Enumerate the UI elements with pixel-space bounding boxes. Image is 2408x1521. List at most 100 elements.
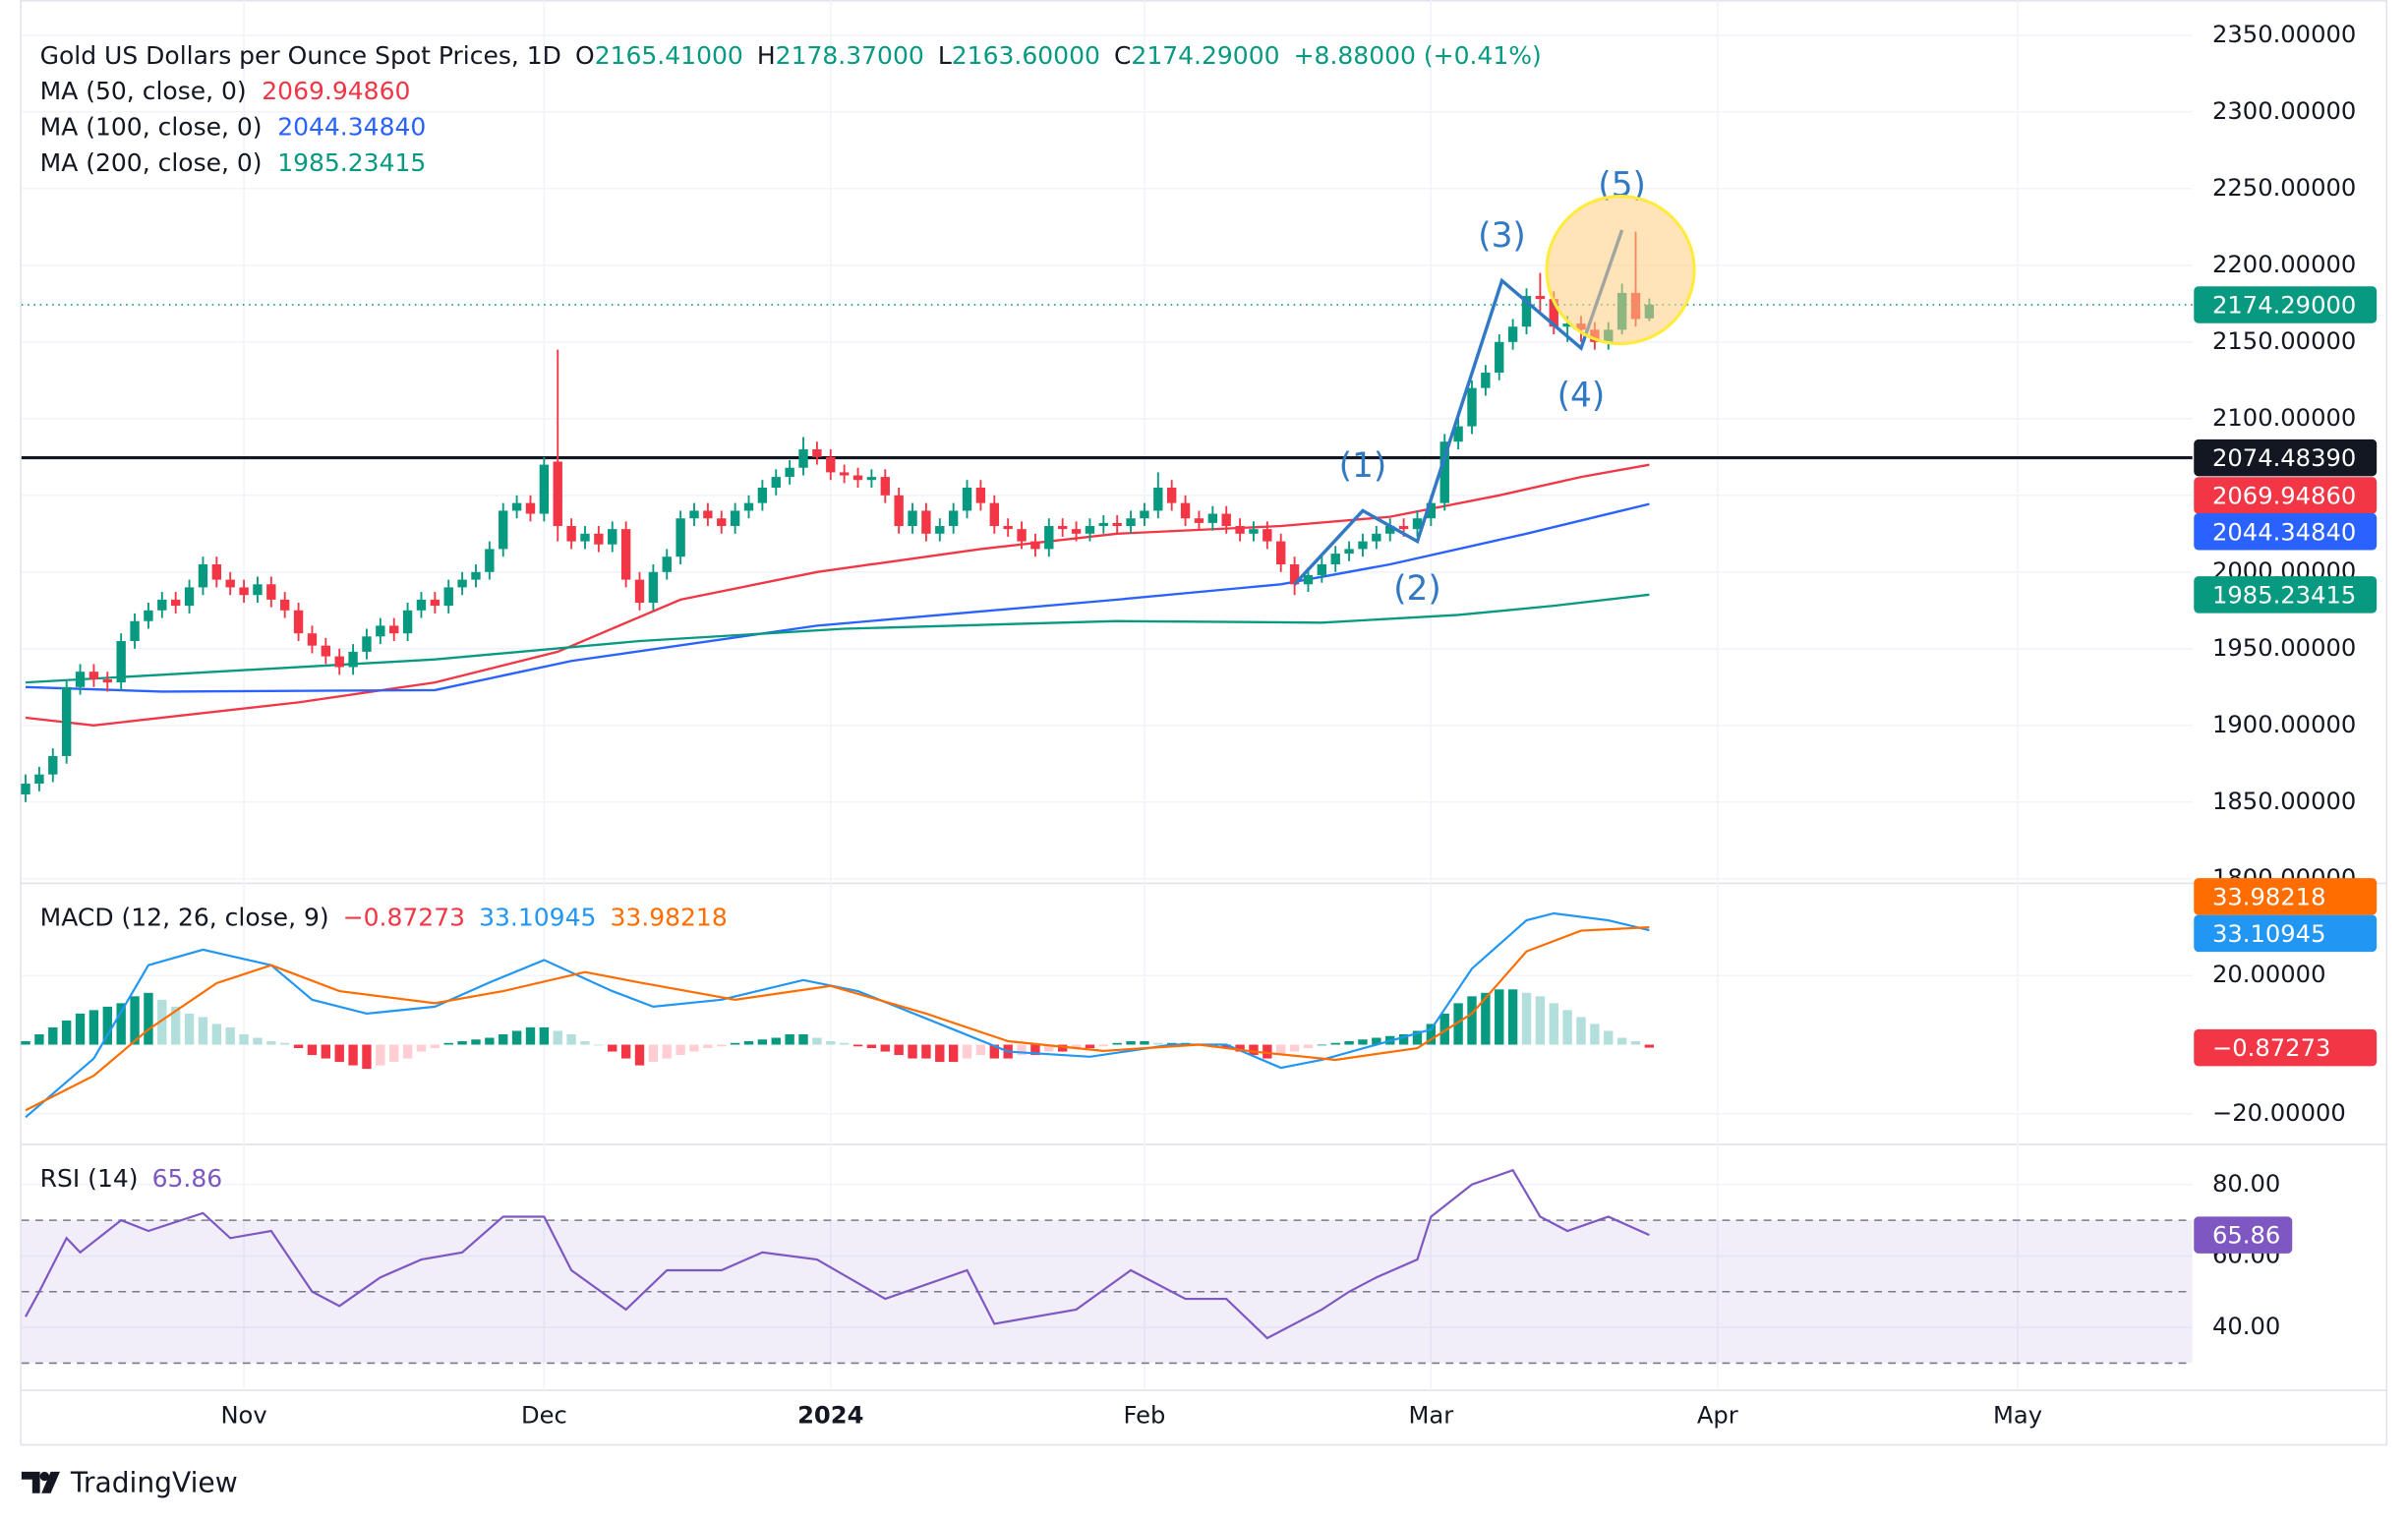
candle-body	[1017, 529, 1027, 542]
candle-body	[157, 599, 167, 611]
price-tag-label: −0.87273	[2212, 1034, 2330, 1062]
histogram-bar	[471, 1039, 481, 1045]
candle-body	[1453, 426, 1463, 442]
histogram-bar	[839, 1042, 850, 1045]
legend-text: MACD (12, 26, close, 9)	[40, 903, 329, 931]
candle-body	[935, 526, 945, 534]
candle-body	[116, 640, 126, 683]
histogram-bar	[362, 1044, 372, 1070]
price-tag	[2194, 878, 2378, 915]
candle-body	[1385, 526, 1395, 534]
line	[25, 502, 1650, 693]
candle-body	[198, 564, 208, 588]
histogram-bar	[334, 1044, 344, 1063]
candle-body	[144, 610, 153, 621]
line	[25, 911, 1650, 1119]
price-tag	[2194, 914, 2378, 953]
histogram-bar	[1098, 1044, 1108, 1047]
candle-body	[1372, 533, 1381, 542]
histogram-bar	[1017, 1044, 1027, 1056]
x-tick-label: Feb	[1124, 1402, 1166, 1430]
histogram-bar	[416, 1044, 427, 1052]
candle-body	[839, 472, 850, 476]
histogram-bar	[826, 1041, 836, 1045]
histogram-bar	[225, 1026, 235, 1045]
candle-body	[293, 610, 304, 634]
price-tag	[2194, 477, 2378, 514]
candle-body	[334, 656, 344, 668]
candle-body	[866, 477, 877, 481]
histogram-bar	[1044, 1044, 1054, 1052]
histogram-bar	[989, 1044, 999, 1059]
legend-text: MA (100, close, 0)	[40, 112, 263, 141]
histogram-bar	[1453, 1003, 1463, 1045]
legend-text: 2178.37000	[776, 41, 924, 70]
candle-body	[662, 556, 672, 572]
candle-body	[75, 672, 86, 687]
histogram-bar	[1085, 1044, 1095, 1049]
histogram-bar	[1263, 1044, 1272, 1059]
histogram-bar	[812, 1037, 822, 1045]
legend-text: 1985.23415	[277, 148, 426, 177]
candle-body	[634, 579, 645, 603]
candle-body	[1330, 554, 1340, 565]
histogram-bar	[170, 1006, 181, 1045]
wave-label: (1)	[1339, 446, 1387, 486]
candle-body	[648, 571, 659, 603]
price-tag-label: 33.10945	[2212, 920, 2326, 948]
histogram-bar	[1590, 1024, 1600, 1045]
histogram-bar	[1057, 1044, 1068, 1052]
histogram-bar	[594, 1044, 604, 1046]
legend-text: RSI (14)	[40, 1164, 139, 1193]
histogram-bar	[211, 1024, 222, 1045]
legend-text: L	[938, 41, 952, 70]
legend-text: 33.98218	[610, 903, 727, 931]
legend-text: H	[757, 41, 776, 70]
candle-body	[717, 518, 727, 527]
histogram-bar	[1317, 1044, 1327, 1046]
candle-body	[962, 488, 972, 511]
price-tag-label: 33.98218	[2212, 883, 2326, 910]
histogram-bar	[689, 1044, 699, 1052]
x-tick-label: Mar	[1409, 1402, 1454, 1430]
histogram-bar	[1372, 1037, 1381, 1045]
candle-body	[1521, 296, 1532, 327]
candle-body	[525, 502, 536, 514]
candle-body	[1167, 488, 1177, 503]
histogram-bar	[1140, 1041, 1149, 1045]
candle-body	[580, 533, 590, 542]
histogram-bar	[457, 1041, 467, 1045]
candle-body	[48, 755, 58, 775]
x-tick-label: May	[1993, 1402, 2042, 1430]
price-tag	[2194, 1028, 2378, 1067]
tradingview-logo: TradingView	[21, 1466, 238, 1498]
histogram-bar	[307, 1044, 318, 1056]
histogram-bar	[48, 1026, 58, 1045]
histogram-bar	[730, 1042, 740, 1045]
candle-body	[703, 510, 713, 519]
histogram-bar	[144, 992, 153, 1045]
candle-body	[430, 599, 440, 607]
candle-body	[1221, 513, 1231, 527]
candle-body	[798, 449, 808, 468]
candle-body	[826, 456, 836, 473]
candle-body	[894, 495, 904, 527]
legend-text: −0.87273	[343, 903, 465, 931]
histogram-bar	[539, 1026, 550, 1045]
brand: TradingView	[70, 1466, 238, 1498]
candle-body	[1495, 341, 1504, 374]
legend-text: 2165.41000	[595, 41, 743, 70]
candle-body	[184, 587, 195, 607]
histogram-bar	[1495, 989, 1504, 1045]
histogram-bar	[198, 1017, 208, 1045]
histogram-bar	[975, 1044, 986, 1056]
histogram-bar	[293, 1044, 304, 1049]
histogram-bar	[1358, 1039, 1368, 1045]
legend-text: +8.88000 (+0.41%)	[1294, 41, 1542, 70]
price-tag-label: 2074.48390	[2212, 444, 2356, 472]
candle-body	[1467, 387, 1477, 427]
histogram-bar	[1507, 989, 1518, 1045]
candle-body	[443, 587, 453, 607]
candle-body	[1098, 522, 1108, 527]
candle-body	[948, 510, 959, 527]
